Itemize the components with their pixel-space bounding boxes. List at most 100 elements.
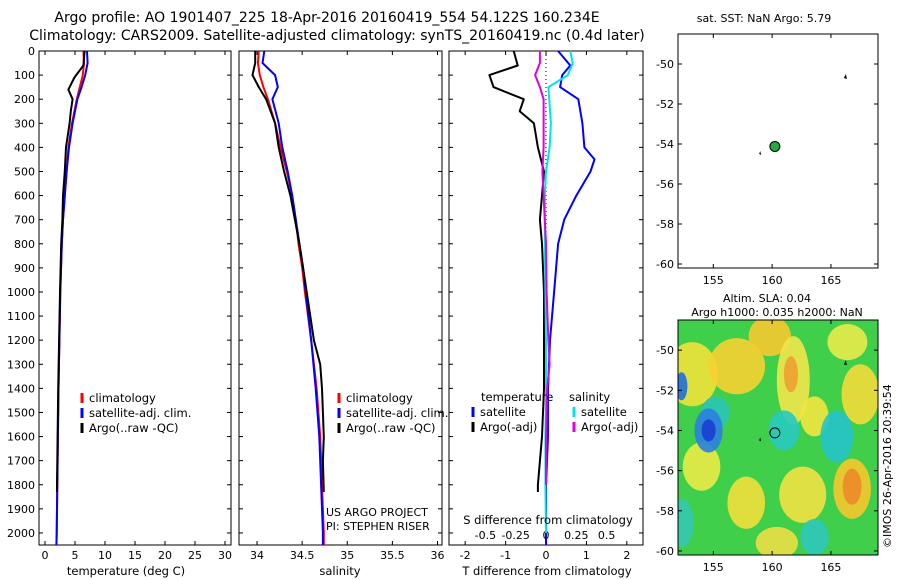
x-tick-label: 0 <box>42 549 49 562</box>
island-mark <box>843 74 847 79</box>
x-tick-label: -1 <box>500 549 511 562</box>
series-line-s_argo <box>534 51 551 485</box>
island-mark <box>843 360 847 366</box>
map-y-tick-label: -60 <box>656 545 674 558</box>
heatmap-blob <box>678 372 688 401</box>
depth-tick-label: 1400 <box>7 382 35 395</box>
t-legend-label: Argo(-adj) <box>480 420 537 434</box>
x-tick-label: 10 <box>98 549 112 562</box>
imos-credit: ©IMOS 26-Apr-2016 20:39:54 <box>881 384 894 548</box>
map-x-tick-label: 155 <box>703 561 724 574</box>
depth-tick-label: 1600 <box>7 431 35 444</box>
map-y-tick-label: -54 <box>656 138 674 151</box>
panel-sal-frame <box>238 50 443 546</box>
x-tick-label: 34 <box>250 549 264 562</box>
x-tick-label: 1 <box>583 549 590 562</box>
island-mark <box>759 437 762 442</box>
depth-tick-label: 500 <box>14 165 35 178</box>
t-legend-label: satellite <box>480 405 526 419</box>
island-mark <box>759 151 762 155</box>
map-y-tick-label: -52 <box>656 98 674 111</box>
heatmap-blob <box>682 442 721 491</box>
temperature-panel: 0100200300400500600700800900100011001200… <box>7 45 232 562</box>
depth-tick-label: 300 <box>14 117 35 130</box>
series-line-argo <box>251 51 325 493</box>
profile-location-marker <box>769 140 781 152</box>
map-bot-frame <box>677 319 879 556</box>
x-tick-label: 20 <box>158 549 172 562</box>
pi-note: PI: STEPHEN RISER <box>326 520 430 533</box>
x-tick-label: 0 <box>543 549 550 562</box>
map-y-tick-label: -60 <box>656 258 674 271</box>
heatmap-blob <box>779 466 827 523</box>
depth-tick-label: 700 <box>14 214 35 227</box>
heatmap-blob <box>768 410 800 451</box>
salinity-panel: 34 34.5 35 35.5 36 climatologysatellite-adj. … <box>238 50 448 562</box>
heatmap-field <box>678 320 878 555</box>
x-tick-label: 2 <box>623 549 630 562</box>
heatmap-blob <box>727 476 766 529</box>
heatmap-blob <box>678 342 718 407</box>
depth-tick-label: 1300 <box>7 358 35 371</box>
x-tick-label: 15 <box>128 549 142 562</box>
s-diff-tick-label: 0.5 <box>598 529 616 542</box>
depth-tick-label: 1700 <box>7 455 35 468</box>
project-note: US ARGO PROJECT <box>326 506 428 519</box>
depth-tick-label: 600 <box>14 190 35 203</box>
map-x-tick-label: 165 <box>820 561 841 574</box>
x-tick-label: 36 <box>430 549 444 562</box>
map-y-tick-label: -54 <box>656 424 674 437</box>
salinity-axis-label: salinity <box>319 564 360 578</box>
heatmap-blob <box>678 498 694 547</box>
depth-tick-label: 400 <box>14 141 35 154</box>
map-y-tick-label: -50 <box>656 58 674 71</box>
s-difference-axis-label: S difference from climatology <box>463 513 633 527</box>
sla-map-title-line2: Argo h1000: 0.035 h2000: NaN <box>691 306 863 319</box>
sla-map-panel: 155 160 165 -50 -52 -54 -56 -58 -60 <box>656 319 879 574</box>
temp-legend-label: satellite-adj. clim. <box>89 406 191 420</box>
sal-legend-label: Argo(..raw -QC) <box>346 421 436 435</box>
map-y-tick-label: -50 <box>656 344 674 357</box>
profile-location-marker <box>769 427 781 439</box>
depth-tick-label: 1500 <box>7 406 35 419</box>
map-top-frame <box>677 33 879 269</box>
map-y-tick-label: -58 <box>656 505 674 518</box>
sst-map-title: sat. SST: NaN Argo: 5.79 <box>697 12 831 25</box>
depth-tick-label: 0 <box>28 45 35 58</box>
figure-title-line2: Climatology: CARS2009. Satellite-adjuste… <box>29 28 644 44</box>
x-tick-label: 35 <box>340 549 354 562</box>
x-tick-label: 25 <box>188 549 202 562</box>
heatmap-blob <box>783 356 798 393</box>
map-x-tick-label: 160 <box>762 274 783 287</box>
heatmap-blob <box>820 410 854 463</box>
map-x-tick-label: 155 <box>703 274 724 287</box>
heatmap-blob <box>708 338 766 395</box>
temp-legend-label: climatology <box>89 391 156 405</box>
depth-tick-label: 200 <box>14 93 35 106</box>
depth-tick-label: 1100 <box>7 310 35 323</box>
depth-tick-label: 1200 <box>7 334 35 347</box>
heatmap-blob <box>701 419 716 442</box>
heatmap-blob <box>827 324 868 361</box>
map-y-tick-label: -56 <box>656 465 674 478</box>
depth-tick-label: 100 <box>14 69 35 82</box>
heatmap-blob <box>800 396 829 437</box>
figure-title-line1: Argo profile: AO 1901407_225 18-Apr-2016… <box>54 10 599 26</box>
x-tick-label: 35.5 <box>380 549 405 562</box>
s-diff-tick-label: -0.5 <box>475 529 496 542</box>
x-tick-label: 5 <box>72 549 79 562</box>
map-x-tick-label: 160 <box>762 561 783 574</box>
panel-temp-frame <box>38 50 232 546</box>
map-x-tick-label: 165 <box>820 274 841 287</box>
x-tick-label: 30 <box>218 549 232 562</box>
s-diff-tick-label: -0.25 <box>501 529 529 542</box>
map-y-tick-label: -58 <box>656 218 674 231</box>
depth-tick-label: 1800 <box>7 479 35 492</box>
series-line-t_sat <box>545 50 596 545</box>
depth-tick-label: 900 <box>14 262 35 275</box>
s-legend-label: Argo(-adj) <box>581 420 638 434</box>
temp-legend-label: Argo(..raw -QC) <box>89 421 179 435</box>
temperature-axis-label: temperature (deg C) <box>67 564 185 578</box>
difference-panel: -2-1012-0.5-0.2500.250.5temperaturesalin… <box>448 50 644 562</box>
